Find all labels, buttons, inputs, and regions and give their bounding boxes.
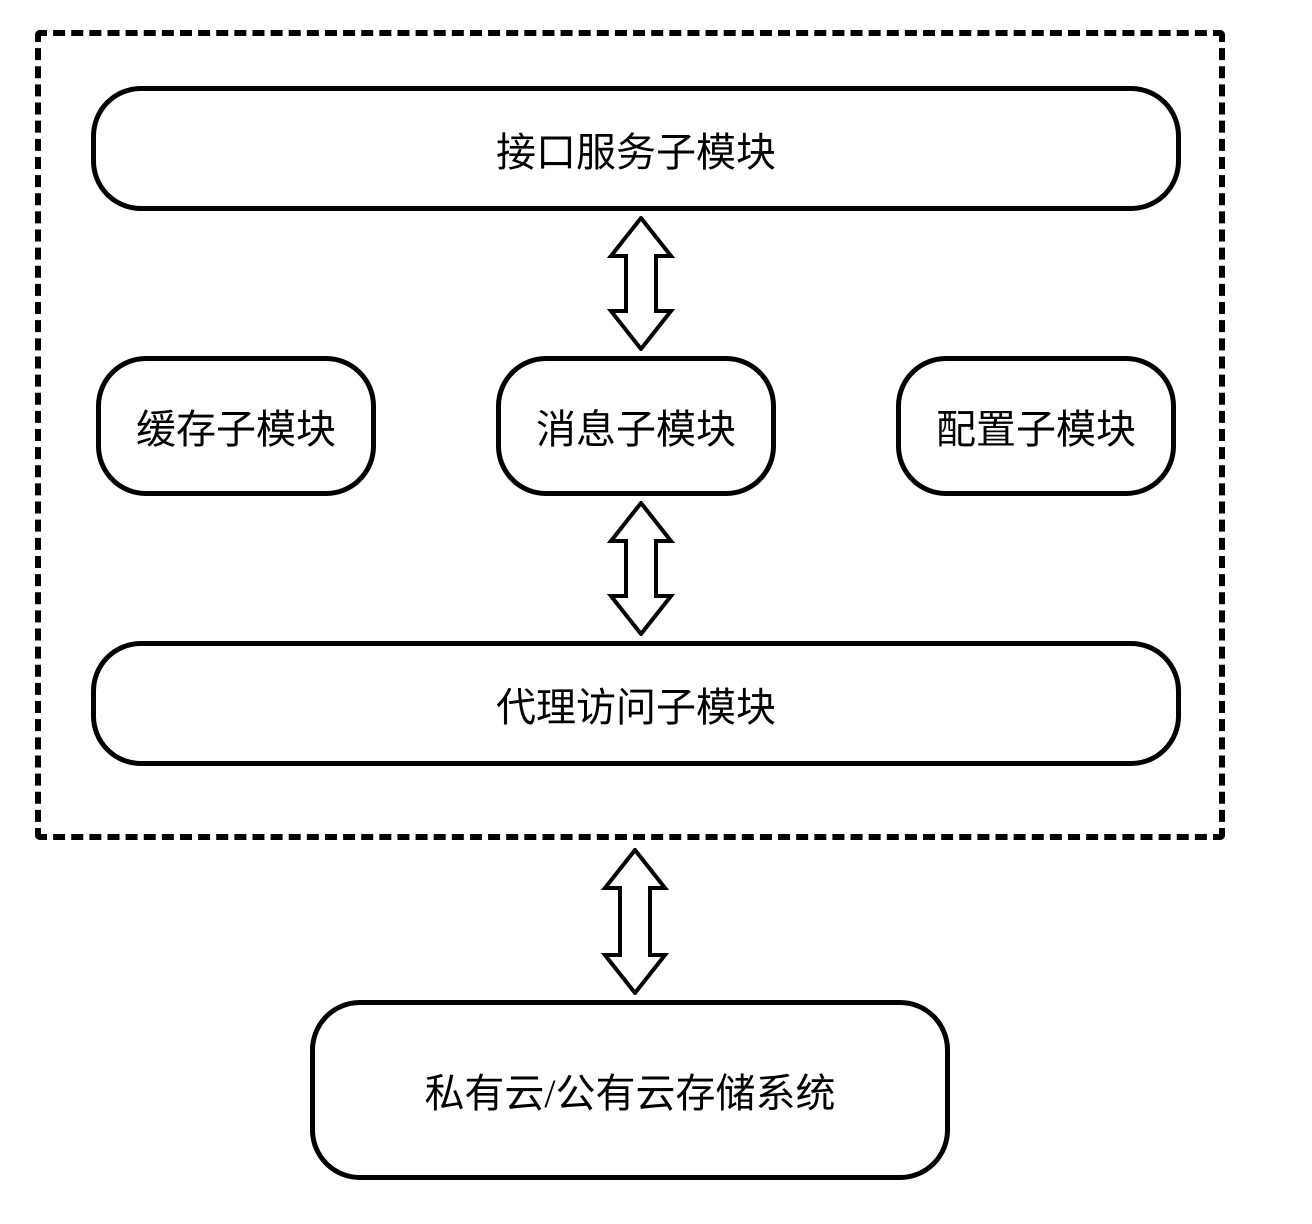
cache-label: 缓存子模块 (136, 397, 336, 455)
cache-box: 缓存子模块 (96, 356, 376, 496)
dashed-container: 接口服务子模块 缓存子模块 消息子模块 配置子模块 代理访问子模块 (35, 30, 1225, 840)
message-label: 消息子模块 (536, 397, 736, 455)
message-box: 消息子模块 (496, 356, 776, 496)
config-label: 配置子模块 (936, 397, 1136, 455)
arrow-3 (597, 848, 673, 995)
proxy-access-box: 代理访问子模块 (91, 641, 1181, 766)
proxy-access-label: 代理访问子模块 (496, 675, 776, 733)
interface-service-label: 接口服务子模块 (496, 120, 776, 178)
interface-service-box: 接口服务子模块 (91, 86, 1181, 211)
cloud-storage-label: 私有云/公有云存储系统 (424, 1061, 835, 1119)
arrow-1 (603, 216, 679, 351)
arrow-2 (603, 501, 679, 636)
config-box: 配置子模块 (896, 356, 1176, 496)
cloud-storage-box: 私有云/公有云存储系统 (310, 1000, 950, 1180)
